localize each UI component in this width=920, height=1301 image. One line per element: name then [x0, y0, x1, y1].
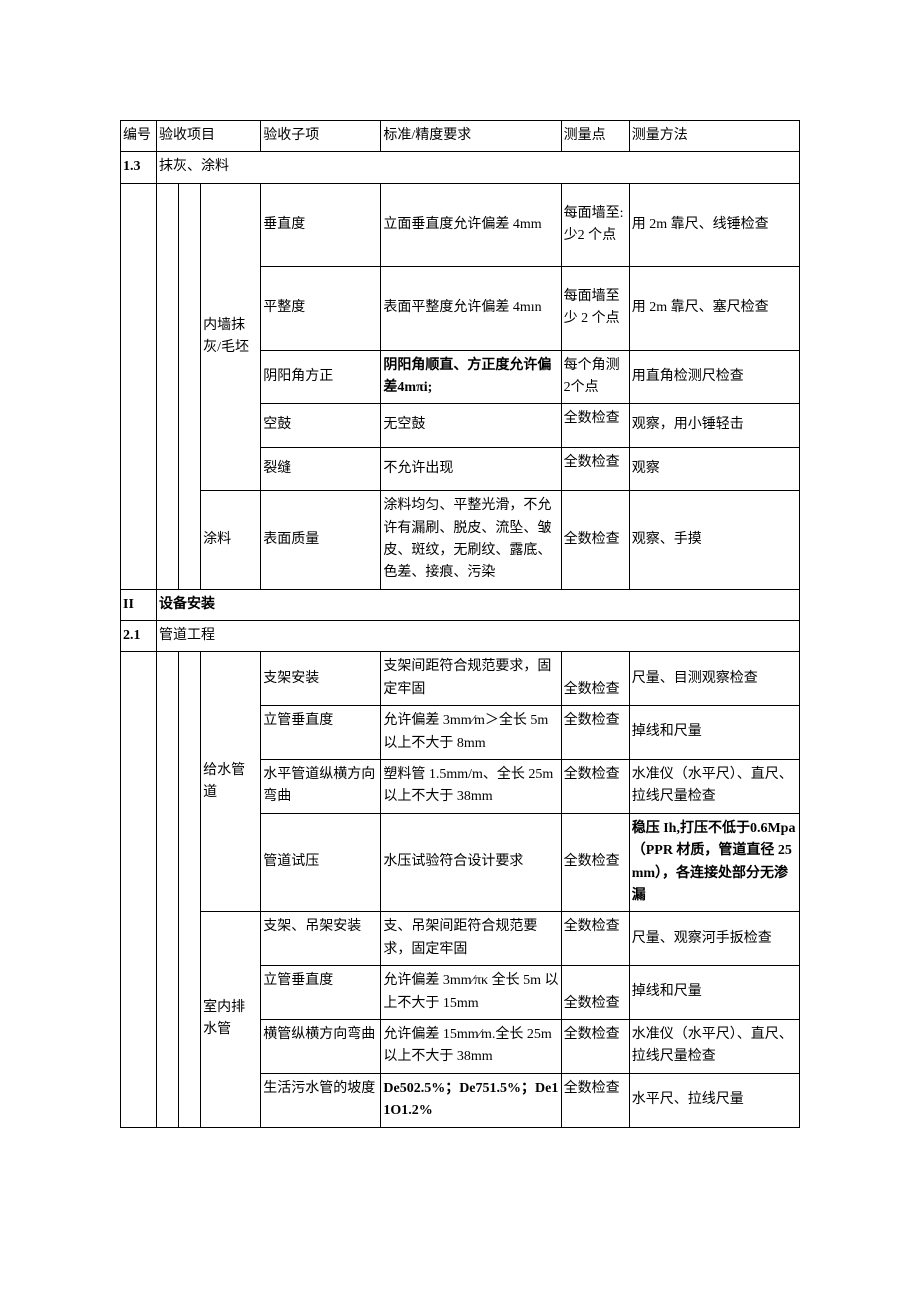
empty-l2 — [157, 183, 179, 589]
std: 允许偏差 3mm⁄m＞全长 5m 以上不大于 8mm — [381, 706, 561, 760]
hdr-subitem: 验收子项 — [261, 121, 381, 152]
sub-item: 水平管道纵横方向弯曲 — [261, 760, 381, 814]
pts: 全数检查 — [561, 966, 629, 1020]
table-row: 室内排水管 支架、吊架安装 支、吊架间距符合规范要求，固定牢固 全数检查 尺量、… — [121, 912, 800, 966]
pts: 每个角测 2个点 — [561, 350, 629, 404]
group-indoor-drain: 室内排水管 — [201, 912, 261, 1127]
pts: 全数检查 — [561, 1073, 629, 1127]
pts: 全数检查 — [561, 652, 629, 706]
pts: 全数检查 — [561, 760, 629, 814]
std: 表面平整度允许偏差 4mın — [381, 267, 561, 350]
sub-item: 生活污水管的坡度 — [261, 1073, 381, 1127]
table-row: 给水管道 支架安装 支架间距符合规范要求，固定牢固 全数检查 尺量、目测观察检查 — [121, 652, 800, 706]
sub-item: 管道试压 — [261, 813, 381, 912]
section-title: 设备安装 — [157, 589, 800, 620]
pts: 全数检查 — [561, 1019, 629, 1073]
pts: 每面墙至:少2 个点 — [561, 183, 629, 266]
section-row-1-3: 1.3 抹灰、涂料 — [121, 152, 800, 183]
sub-item: 平整度 — [261, 267, 381, 350]
group-inner-plaster: 内墙抹灰/毛坯 — [201, 183, 261, 490]
method: 稳压 Ih,打压不低于0.6Mpa（PPR 材质，管道直径 25mm），各连接处… — [629, 813, 799, 912]
method: 水准仪（水平尺）、直尺、拉线尺量检查 — [629, 760, 799, 814]
std: 涂料均匀、平整光滑，不允许有漏刷、脱皮、流坠、皱皮、斑纹，无刷纹、露底、色差、接… — [381, 491, 561, 590]
pts: 全数检查 — [561, 706, 629, 760]
std: 立面垂直度允许偏差 4mm — [381, 183, 561, 266]
section-title: 抹灰、涂料 — [157, 152, 800, 183]
std: 阴阳角顺直、方正度允许偏差4mπi; — [381, 350, 561, 404]
section-num: 1.3 — [121, 152, 157, 183]
method: 用 2m 靠尺、线锤检查 — [629, 183, 799, 266]
sub-item: 立管垂直度 — [261, 966, 381, 1020]
std: 塑料管 1.5mm/m、全长 25m 以上不大于 38mm — [381, 760, 561, 814]
pts: 全数检查 — [561, 491, 629, 590]
std: 允许偏差 15mm⁄m.全长 25m以上不大于 38mm — [381, 1019, 561, 1073]
inspection-table: 编号 验收项目 验收子项 标准/精度要求 测量点 测量方法 1.3 抹灰、涂料 … — [120, 120, 800, 1128]
section-row-2-1: 2.1 管道工程 — [121, 621, 800, 652]
sub-item: 支架、吊架安装 — [261, 912, 381, 966]
method: 用直角检测尺检查 — [629, 350, 799, 404]
sub-item: 横管纵横方向弯曲 — [261, 1019, 381, 1073]
empty-l3 — [179, 652, 201, 1127]
empty-l3 — [179, 183, 201, 589]
group-coating: 涂料 — [201, 491, 261, 590]
sub-item: 表面质量 — [261, 491, 381, 590]
sub-item: 垂直度 — [261, 183, 381, 266]
method: 水准仪（水平尺）、直尺、拉线尺量检查 — [629, 1019, 799, 1073]
method: 尺量、目测观察检查 — [629, 652, 799, 706]
method: 观察，用小锤轻击 — [629, 404, 799, 447]
section-row-II: II 设备安装 — [121, 589, 800, 620]
method: 掉线和尺量 — [629, 706, 799, 760]
method: 观察 — [629, 447, 799, 490]
method: 观察、手摸 — [629, 491, 799, 590]
table-row: 涂料 表面质量 涂料均匀、平整光滑，不允许有漏刷、脱皮、流坠、皱皮、斑纹，无刷纹… — [121, 491, 800, 590]
sub-item: 空鼓 — [261, 404, 381, 447]
method: 尺量、观察河手扳检查 — [629, 912, 799, 966]
section-num: II — [121, 589, 157, 620]
section-num: 2.1 — [121, 621, 157, 652]
std: 水压试验符合设计要求 — [381, 813, 561, 912]
empty-l2 — [157, 652, 179, 1127]
section-title: 管道工程 — [157, 621, 800, 652]
std: 支架间距符合规范要求，固定牢固 — [381, 652, 561, 706]
sub-item: 立管垂直度 — [261, 706, 381, 760]
hdr-method: 测量方法 — [629, 121, 799, 152]
pts: 全数检查 — [561, 404, 629, 447]
pts: 每面墙至少 2 个点 — [561, 267, 629, 350]
std: 不允许出现 — [381, 447, 561, 490]
std: 支、吊架间距符合规范要求，固定牢固 — [381, 912, 561, 966]
empty-num — [121, 183, 157, 589]
std: 允许偏差 3mm⁄πκ 全长 5m 以上不大于 15mm — [381, 966, 561, 1020]
table-header-row: 编号 验收项目 验收子项 标准/精度要求 测量点 测量方法 — [121, 121, 800, 152]
empty-num — [121, 652, 157, 1127]
hdr-num: 编号 — [121, 121, 157, 152]
group-water-supply: 给水管道 — [201, 652, 261, 912]
pts: 全数检查 — [561, 447, 629, 490]
pts: 全数检查 — [561, 912, 629, 966]
sub-item: 裂缝 — [261, 447, 381, 490]
method: 水平尺、拉线尺量 — [629, 1073, 799, 1127]
std: De502.5%；De751.5%；De11O1.2% — [381, 1073, 561, 1127]
hdr-item: 验收项目 — [157, 121, 261, 152]
pts: 全数检查 — [561, 813, 629, 912]
sub-item: 支架安装 — [261, 652, 381, 706]
method: 掉线和尺量 — [629, 966, 799, 1020]
std: 无空鼓 — [381, 404, 561, 447]
sub-item: 阴阳角方正 — [261, 350, 381, 404]
hdr-points: 测量点 — [561, 121, 629, 152]
table-row: 内墙抹灰/毛坯 垂直度 立面垂直度允许偏差 4mm 每面墙至:少2 个点 用 2… — [121, 183, 800, 266]
hdr-std: 标准/精度要求 — [381, 121, 561, 152]
method: 用 2m 靠尺、塞尺检查 — [629, 267, 799, 350]
